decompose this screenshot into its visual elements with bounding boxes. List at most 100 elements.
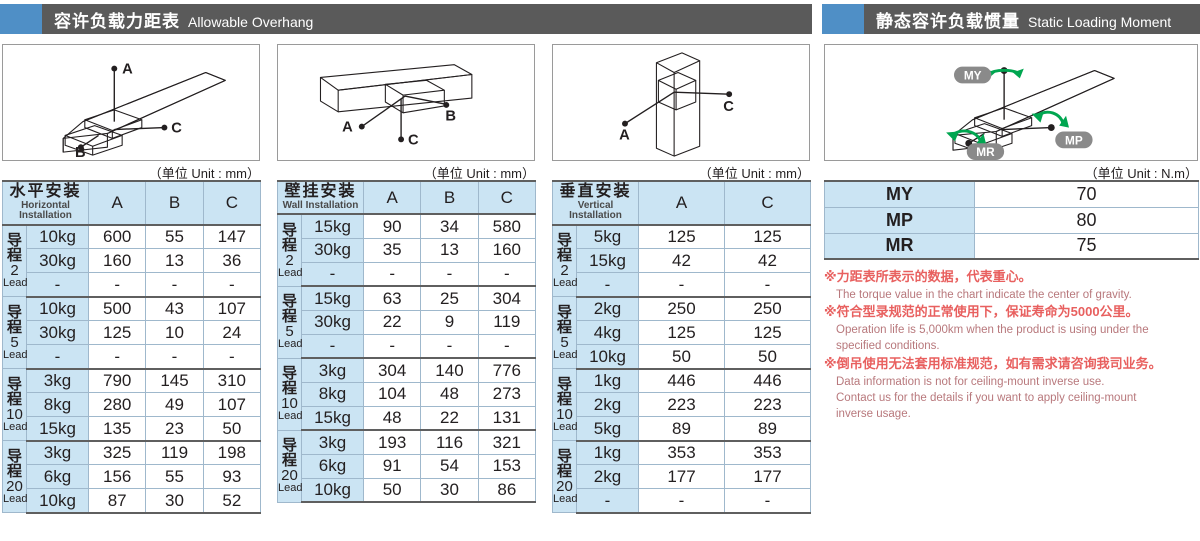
point-a-dot bbox=[111, 65, 118, 72]
value-cell-c: - bbox=[202, 272, 262, 298]
value-cell-c: 125 bbox=[724, 224, 811, 250]
table-row: --- bbox=[553, 272, 811, 298]
value-cell-a: 156 bbox=[88, 464, 147, 490]
value-cell-c: 446 bbox=[724, 368, 811, 394]
table-row: 导程 20 Lead 1kg 353 353 bbox=[552, 440, 811, 514]
point-b-dot bbox=[77, 144, 84, 151]
diagram-wall-svg: A B C bbox=[319, 64, 473, 148]
load-cell: 6kg bbox=[25, 464, 90, 490]
load-cell: 15kg bbox=[576, 248, 639, 274]
lead-group-label: 导程 2 Lead bbox=[277, 213, 302, 287]
column-header-c: C bbox=[477, 179, 536, 216]
unit-caption-mm: （单位 Unit : mm） bbox=[148, 166, 260, 181]
column-header-c: C bbox=[724, 180, 811, 226]
value-cell-a: 446 bbox=[638, 368, 725, 394]
table-row: 8kg 104 48 273 bbox=[278, 381, 536, 407]
point-b-dot bbox=[443, 102, 450, 108]
value-cell-c: 119 bbox=[477, 309, 536, 335]
value-cell-c: 125 bbox=[724, 320, 811, 346]
value-cell-c: 93 bbox=[202, 464, 262, 490]
load-cell: 4kg bbox=[576, 320, 639, 346]
table-row: 30kg 160 13 36 bbox=[3, 248, 262, 274]
table-title-cell: 水平安装 Horizontal Installation bbox=[1, 180, 90, 226]
value-cell-c: 580 bbox=[477, 213, 536, 239]
rotation-arrow-mp bbox=[1031, 112, 1044, 123]
label-badge-mr: MR bbox=[966, 143, 1005, 160]
point-a-dot bbox=[622, 120, 628, 127]
load-cell: 10kg bbox=[301, 477, 364, 504]
load-cell: 10kg bbox=[576, 344, 639, 370]
table-row: --- bbox=[553, 488, 811, 514]
note-en-2-1: Operation life is 5,000km when the produ… bbox=[836, 324, 1149, 337]
notes-block: ※力距表所表示的数据，代表重心。 The torque value in the … bbox=[824, 268, 1200, 423]
table-row: 导程 5 Lead 2kg 250 250 bbox=[552, 296, 811, 370]
column-header-b: B bbox=[420, 179, 479, 216]
diagram-moment-svg: MY MP MR bbox=[946, 66, 1115, 160]
value-cell-c: 304 bbox=[477, 285, 536, 311]
table-row: 2kg 223 223 bbox=[553, 392, 811, 418]
value-cell-c: 223 bbox=[724, 392, 811, 418]
diagram-label-c: C bbox=[723, 99, 734, 115]
value-cell-b: 43 bbox=[145, 296, 204, 322]
diagram-static-loading-moment: MY MP MR bbox=[824, 44, 1198, 161]
value-cell-c: 273 bbox=[477, 381, 536, 407]
value-cell-b: - bbox=[420, 261, 479, 288]
load-cell: 30kg bbox=[25, 248, 90, 274]
load-cell: 10kg bbox=[25, 224, 90, 250]
header-accent-swatch bbox=[822, 4, 864, 34]
header-title-en: Allowable Overhang bbox=[188, 13, 314, 30]
moment-key-my: MY bbox=[824, 180, 975, 208]
value-cell-a: 500 bbox=[88, 296, 147, 322]
load-cell: - bbox=[576, 272, 639, 298]
value-cell-b: 116 bbox=[420, 429, 479, 455]
moment-row: MP 80 bbox=[824, 206, 1199, 234]
table-row: 15kg 48 22 131 bbox=[278, 405, 536, 432]
table-vertical-installation: 垂直安装 Vertical Installation A C 导程 2 Lead 5kg 125… bbox=[552, 180, 811, 514]
load-cell: 1kg bbox=[576, 440, 639, 466]
note-cn-1: ※力距表所表示的数据，代表重心。 bbox=[824, 269, 1032, 284]
table-row: ---- bbox=[278, 333, 536, 360]
moment-value-mp: 80 bbox=[974, 206, 1199, 234]
table-title-cell: 垂直安装 Vertical Installation bbox=[552, 180, 639, 226]
diagram-label-a: A bbox=[342, 119, 353, 135]
value-cell-c: 776 bbox=[477, 357, 536, 383]
value-cell-b: 34 bbox=[420, 213, 479, 239]
value-cell-a: - bbox=[88, 272, 147, 298]
value-cell-a: 87 bbox=[88, 488, 147, 514]
lead-group-label: 导程 20 Lead bbox=[2, 440, 27, 514]
diagram-label-my: MY bbox=[964, 69, 982, 82]
value-cell-a: - bbox=[638, 272, 725, 298]
value-cell-a: 135 bbox=[88, 416, 147, 442]
table-title-en: Vertical Installation bbox=[569, 199, 622, 222]
diagram-label-mr: MR bbox=[976, 146, 995, 159]
lead-group-label: 导程 20 Lead bbox=[277, 429, 302, 503]
column-header-a: A bbox=[362, 179, 422, 216]
value-cell-c: - bbox=[477, 261, 536, 288]
diagram-label-b: B bbox=[445, 109, 456, 125]
load-cell: - bbox=[25, 272, 90, 298]
lead-group-label: 导程 5 Lead bbox=[2, 296, 27, 370]
lead-group-label: 导程 5 Lead bbox=[552, 296, 577, 370]
diagram-vertical-installation: A C bbox=[552, 44, 810, 161]
table-row: 导程 2 Lead 5kg 125 125 bbox=[552, 224, 811, 298]
value-cell-b: 119 bbox=[145, 440, 204, 466]
load-cell: 30kg bbox=[301, 309, 364, 335]
value-cell-a: - bbox=[638, 488, 725, 514]
diagram-label-a: A bbox=[619, 127, 630, 143]
value-cell-a: 160 bbox=[88, 248, 147, 274]
load-cell: - bbox=[301, 333, 364, 360]
note-en-3-2: Contact us for the details if you want t… bbox=[836, 391, 1137, 404]
section-header-allowable-overhang: 容许负载力距表 Allowable Overhang bbox=[0, 4, 812, 34]
value-cell-b: 140 bbox=[420, 357, 479, 383]
value-cell-b: 25 bbox=[420, 285, 479, 311]
point-c-dot bbox=[161, 124, 168, 131]
load-cell: 5kg bbox=[576, 416, 639, 442]
leader-line-b bbox=[80, 134, 99, 148]
value-cell-c: 177 bbox=[724, 464, 811, 490]
value-cell-c: 160 bbox=[477, 237, 536, 263]
moment-value-mr: 75 bbox=[974, 232, 1199, 260]
load-cell: 8kg bbox=[301, 381, 364, 407]
value-cell-a: 42 bbox=[638, 248, 725, 274]
diagram-vertical-svg: A C bbox=[619, 52, 734, 157]
